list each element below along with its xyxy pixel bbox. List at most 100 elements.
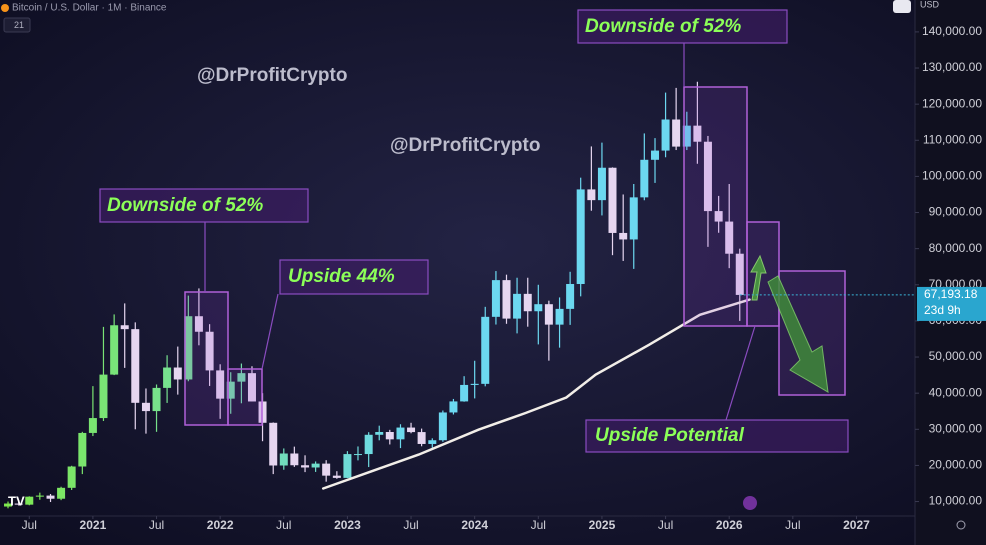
currency: USD — [920, 0, 940, 9]
arrow — [750, 254, 767, 301]
candle-body — [99, 374, 108, 419]
annotation-box — [577, 9, 788, 44]
x-tick-label: Jul — [403, 518, 418, 532]
candle-body — [205, 331, 214, 371]
candle-wick — [622, 194, 624, 261]
candle-body — [301, 465, 310, 468]
x-tick-label: Jul — [531, 518, 546, 532]
y-tick-label: 20,000.00 — [929, 458, 983, 472]
candle-wick — [357, 446, 359, 461]
badge-text: 21 — [14, 20, 24, 30]
icon[interactable] — [893, 0, 911, 13]
candle-body — [4, 503, 13, 507]
candle-body — [555, 308, 564, 325]
candle-body — [46, 495, 55, 499]
watermark: @DrProfitCrypto — [197, 65, 347, 86]
candle-body — [110, 325, 119, 375]
candle-body — [216, 370, 225, 399]
candle-wick — [124, 303, 126, 368]
candle-body — [353, 454, 362, 456]
x-tick-label: 2025 — [589, 518, 616, 532]
annotation-box — [585, 419, 849, 453]
candle-body — [640, 159, 649, 198]
candle-body — [597, 167, 606, 201]
candle-body — [502, 280, 511, 319]
candle-body — [311, 463, 320, 468]
candle-body — [35, 495, 44, 497]
arrow — [767, 275, 829, 393]
candle-body — [428, 440, 437, 444]
candle-body — [672, 119, 681, 147]
moving-average — [321, 298, 751, 490]
x-tick-label: 2024 — [461, 518, 488, 532]
candle-body — [544, 304, 553, 325]
countdown: 23d 9h — [924, 303, 961, 317]
candle-body — [513, 293, 522, 319]
candle-body — [523, 293, 532, 312]
y-tick-label: 10,000.00 — [929, 494, 983, 508]
candle-wick — [102, 326, 105, 421]
candle-body — [131, 329, 140, 403]
x-tick-label: 2022 — [207, 518, 234, 532]
x-tick-label: 2027 — [843, 518, 870, 532]
candle-body — [120, 325, 129, 330]
last-price-box — [917, 286, 986, 321]
candle-body — [375, 432, 384, 435]
zone — [746, 221, 780, 327]
candle-body — [396, 427, 405, 440]
candle-body — [194, 316, 203, 332]
candle-body — [237, 373, 246, 382]
candle-wick — [548, 300, 550, 361]
candle-body — [57, 487, 66, 499]
watermark: @DrProfitCrypto — [390, 135, 540, 156]
y-tick-label: 40,000.00 — [929, 385, 983, 399]
candle-wick — [18, 500, 20, 506]
x-tick-label: Jul — [149, 518, 164, 532]
annotation: Upside Potential — [595, 425, 745, 446]
candle-body — [534, 304, 543, 312]
x-tick-label: 2021 — [80, 518, 107, 532]
candle-body — [184, 316, 193, 380]
candle-body — [152, 387, 161, 412]
y-tick-label: 120,000.00 — [922, 96, 982, 110]
x-tick-label: 2026 — [716, 518, 743, 532]
icon — [743, 496, 757, 510]
candle-body — [141, 402, 150, 412]
x-tick-label: Jul — [658, 518, 673, 532]
candle-body — [438, 412, 447, 441]
y-tick-label: 130,000.00 — [922, 60, 982, 74]
candle-body — [343, 454, 352, 478]
zone — [227, 368, 263, 426]
annotation: Upside 44% — [288, 266, 395, 287]
candle-body — [576, 189, 585, 284]
annotation-box — [99, 188, 309, 223]
zone — [683, 86, 748, 327]
settings-icon[interactable] — [956, 520, 966, 530]
candle-body — [417, 432, 426, 444]
candle-wick — [654, 138, 656, 183]
candle-body — [364, 434, 373, 455]
candle-body — [491, 280, 500, 317]
price-axis-panel — [915, 0, 986, 545]
candle-body — [226, 381, 235, 399]
candle-body — [290, 453, 299, 466]
candle-body — [460, 384, 469, 402]
last-price-label: 67,193.18 — [924, 287, 978, 301]
connector — [261, 293, 279, 370]
candle-body — [279, 453, 288, 466]
candle-body — [407, 427, 416, 433]
candle-body — [619, 232, 628, 240]
badge[interactable] — [3, 17, 31, 33]
candle-wick — [92, 386, 94, 437]
y-tick-label: 30,000.00 — [929, 421, 983, 435]
candle-body — [735, 253, 744, 295]
candle-body — [385, 432, 394, 440]
y-tick-label: 100,000.00 — [922, 169, 982, 183]
candle-body — [449, 401, 458, 413]
candle-body — [88, 418, 97, 433]
candle-body — [67, 466, 76, 488]
x-tick-label: Jul — [22, 518, 37, 532]
x-tick-label: 2023 — [334, 518, 361, 532]
symbol-title: Bitcoin / U.S. Dollar · 1M · Binance — [12, 3, 167, 14]
